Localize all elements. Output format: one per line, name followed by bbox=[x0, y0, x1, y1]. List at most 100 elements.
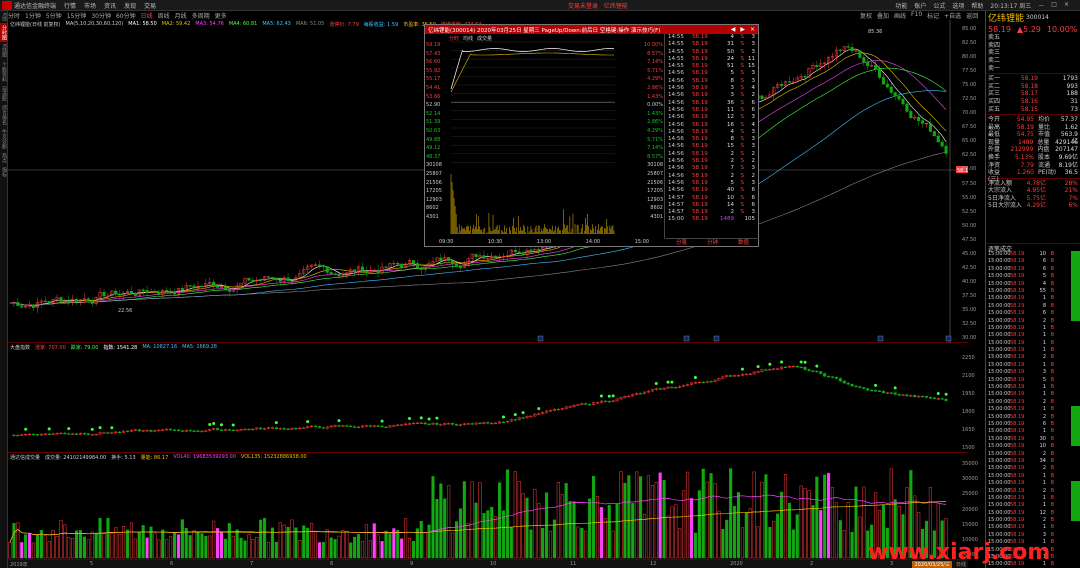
volume-bar bbox=[697, 490, 701, 559]
event-marker-icon[interactable] bbox=[537, 335, 544, 342]
stat-key: 净资 bbox=[988, 161, 1001, 169]
candlestick bbox=[521, 252, 525, 255]
event-marker-icon[interactable] bbox=[945, 335, 952, 342]
left-tab[interactable]: 指标 bbox=[1, 166, 7, 177]
back-button[interactable]: 返回 bbox=[966, 13, 979, 20]
draw-button[interactable]: 画线 bbox=[894, 13, 907, 20]
popup-tab[interactable]: 成交量 bbox=[477, 36, 493, 42]
tick-price: 58.19 bbox=[1010, 398, 1025, 405]
tick-price: 58.19 bbox=[1010, 487, 1025, 494]
volume-bar bbox=[803, 488, 807, 559]
popup-prev-icon[interactable]: ◀ bbox=[730, 26, 736, 33]
candlestick bbox=[313, 264, 318, 266]
period-tab[interactable]: 15分钟 bbox=[66, 13, 87, 20]
menu-quotes[interactable]: 行情 bbox=[64, 2, 77, 10]
mark-button[interactable]: 标记 bbox=[927, 13, 940, 20]
login-status[interactable]: 交易未登录 亿纬锂能 bbox=[568, 1, 628, 10]
popup-price-line bbox=[450, 48, 614, 90]
candlestick bbox=[823, 62, 827, 65]
left-tab[interactable]: K线图 bbox=[1, 44, 7, 58]
candlestick bbox=[35, 302, 39, 308]
f10-button[interactable]: F10 bbox=[911, 11, 923, 18]
index-chart[interactable] bbox=[8, 343, 968, 453]
candlestick bbox=[850, 47, 854, 52]
top-menu-bar: 通达信金融终端 行情 市场 资讯 发现 交易 交易未登录 亿纬锂能 功能 账户 … bbox=[0, 0, 1080, 11]
trade-count: 15 bbox=[748, 63, 755, 70]
volume-chart[interactable] bbox=[8, 453, 968, 560]
period-tab[interactable]: 30分钟 bbox=[91, 13, 111, 20]
tick-time: 15:00:00 bbox=[988, 428, 1011, 435]
scroll-indicator[interactable] bbox=[1071, 406, 1080, 446]
adjust-button[interactable]: 复权 bbox=[860, 13, 873, 20]
period-tab[interactable]: 分时 bbox=[8, 13, 21, 20]
legend-item: VOL135: 15232886938.00 bbox=[240, 454, 307, 460]
y-axis-label: 1950 bbox=[962, 391, 975, 397]
popup-trade-list[interactable]: 14:55 58.19 4 S 3 14:55 58.19 31 S 3 14:55 58.19 50 S… bbox=[666, 34, 759, 224]
tick-volume: 6 bbox=[1042, 420, 1046, 427]
left-tab[interactable]: 牛叉诊断 bbox=[1, 128, 7, 149]
menu-discover[interactable]: 发现 bbox=[124, 2, 137, 10]
volume-bar bbox=[924, 520, 929, 559]
signal-dot bbox=[98, 426, 102, 430]
popup-next-icon[interactable]: ▶ bbox=[740, 26, 745, 33]
add-watchlist-button[interactable]: +自选 bbox=[944, 13, 962, 20]
minute-chart-svg[interactable] bbox=[425, 34, 665, 239]
menu-help[interactable]: 帮助 bbox=[971, 2, 984, 10]
period-tab[interactable]: 更多 bbox=[214, 13, 227, 20]
tick-list[interactable]: 逐笔成交 15:00:00 58.19 10 B 15:00:00 58.19 6 B 15:0… bbox=[986, 243, 1080, 568]
period-tab[interactable]: 1分钟 bbox=[25, 13, 41, 20]
popup-bottom-tab[interactable]: 分笔 bbox=[675, 240, 687, 246]
left-tab-active[interactable]: 分时图 bbox=[0, 23, 8, 43]
tick-row: 15:00:00 58.19 1 B bbox=[986, 428, 1080, 435]
volume-pane[interactable]: 通达信成交量 成交量: 24102149984.00 换手: 5.13 量能: 86.… bbox=[8, 453, 968, 560]
left-tab[interactable]: 热点 bbox=[1, 152, 7, 163]
minimize-icon[interactable]: － bbox=[1038, 2, 1045, 10]
menu-news[interactable]: 资讯 bbox=[104, 2, 117, 10]
event-marker-icon[interactable] bbox=[683, 335, 690, 342]
popup-tab[interactable]: 分时 bbox=[449, 36, 460, 42]
period-tab[interactable]: 5分钟 bbox=[45, 13, 62, 20]
close-icon[interactable]: × bbox=[1063, 0, 1069, 8]
period-tab[interactable]: 60分钟 bbox=[115, 13, 136, 20]
left-tab[interactable]: 自选股 bbox=[1, 85, 7, 101]
menu-options[interactable]: 选项 bbox=[952, 2, 965, 10]
x-axis-label: 2019年 bbox=[10, 561, 28, 568]
maximize-icon[interactable]: □ bbox=[1051, 0, 1057, 8]
popup-header[interactable]: 亿纬锂能(300014) 2020年03月25日 星期三 PageUp/Down… bbox=[425, 25, 758, 34]
left-tab[interactable]: 个股资料 bbox=[1, 61, 7, 82]
event-marker-icon[interactable] bbox=[713, 335, 720, 342]
y-axis-label: 62.50 bbox=[962, 152, 977, 159]
menu-trade[interactable]: 交易 bbox=[144, 2, 157, 10]
tick-volume: 1 bbox=[1042, 524, 1046, 531]
candlestick bbox=[936, 135, 940, 143]
popup-bottom-tab[interactable]: 数值 bbox=[737, 240, 749, 246]
period-tab[interactable]: 月线 bbox=[174, 13, 187, 20]
popup-close-icon[interactable]: × bbox=[749, 26, 755, 33]
volume-bar bbox=[106, 518, 110, 559]
volume-bar bbox=[227, 523, 231, 559]
period-tab[interactable]: 周线 bbox=[157, 13, 170, 20]
popup-bottom-tab[interactable]: 分钟 bbox=[706, 240, 718, 246]
intraday-popup[interactable]: 亿纬锂能(300014) 2020年03月25日 星期三 PageUp/Down… bbox=[424, 24, 759, 247]
menu-account[interactable]: 账户 bbox=[914, 2, 927, 10]
overlay-button[interactable]: 叠加 bbox=[877, 13, 890, 20]
volume-bar bbox=[286, 526, 290, 559]
scroll-indicator[interactable] bbox=[1071, 251, 1080, 321]
menu-market[interactable]: 市场 bbox=[84, 2, 97, 10]
scroll-indicator[interactable] bbox=[1071, 481, 1080, 521]
period-tab[interactable]: 多周期 bbox=[191, 13, 210, 20]
index-candle bbox=[55, 432, 59, 435]
left-tab[interactable]: 综合排名 bbox=[1, 104, 7, 125]
volume-bar bbox=[639, 476, 643, 559]
trade-side: S bbox=[740, 121, 745, 128]
popup-tab[interactable]: 均线 bbox=[463, 36, 474, 42]
y-axis-label: 50.00 bbox=[962, 222, 977, 229]
left-tab[interactable]: K线 bbox=[1, 13, 7, 22]
period-tab-active[interactable]: 日线 bbox=[140, 13, 153, 20]
tick-time: 15:00:00 bbox=[988, 376, 1011, 383]
popup-minute-chart[interactable]: 分时 均线 成交量 59.19 57.43 56.60 55.92 55.17 54.41… bbox=[425, 34, 665, 245]
index-pane[interactable]: 大盘指数 涨家: 707.00 跌家: 79.00 指数: 1541.28 MA: 10… bbox=[8, 343, 968, 453]
menu-function[interactable]: 功能 bbox=[895, 2, 908, 10]
menu-formula[interactable]: 公式 bbox=[933, 2, 946, 10]
event-marker-icon[interactable] bbox=[877, 335, 884, 342]
